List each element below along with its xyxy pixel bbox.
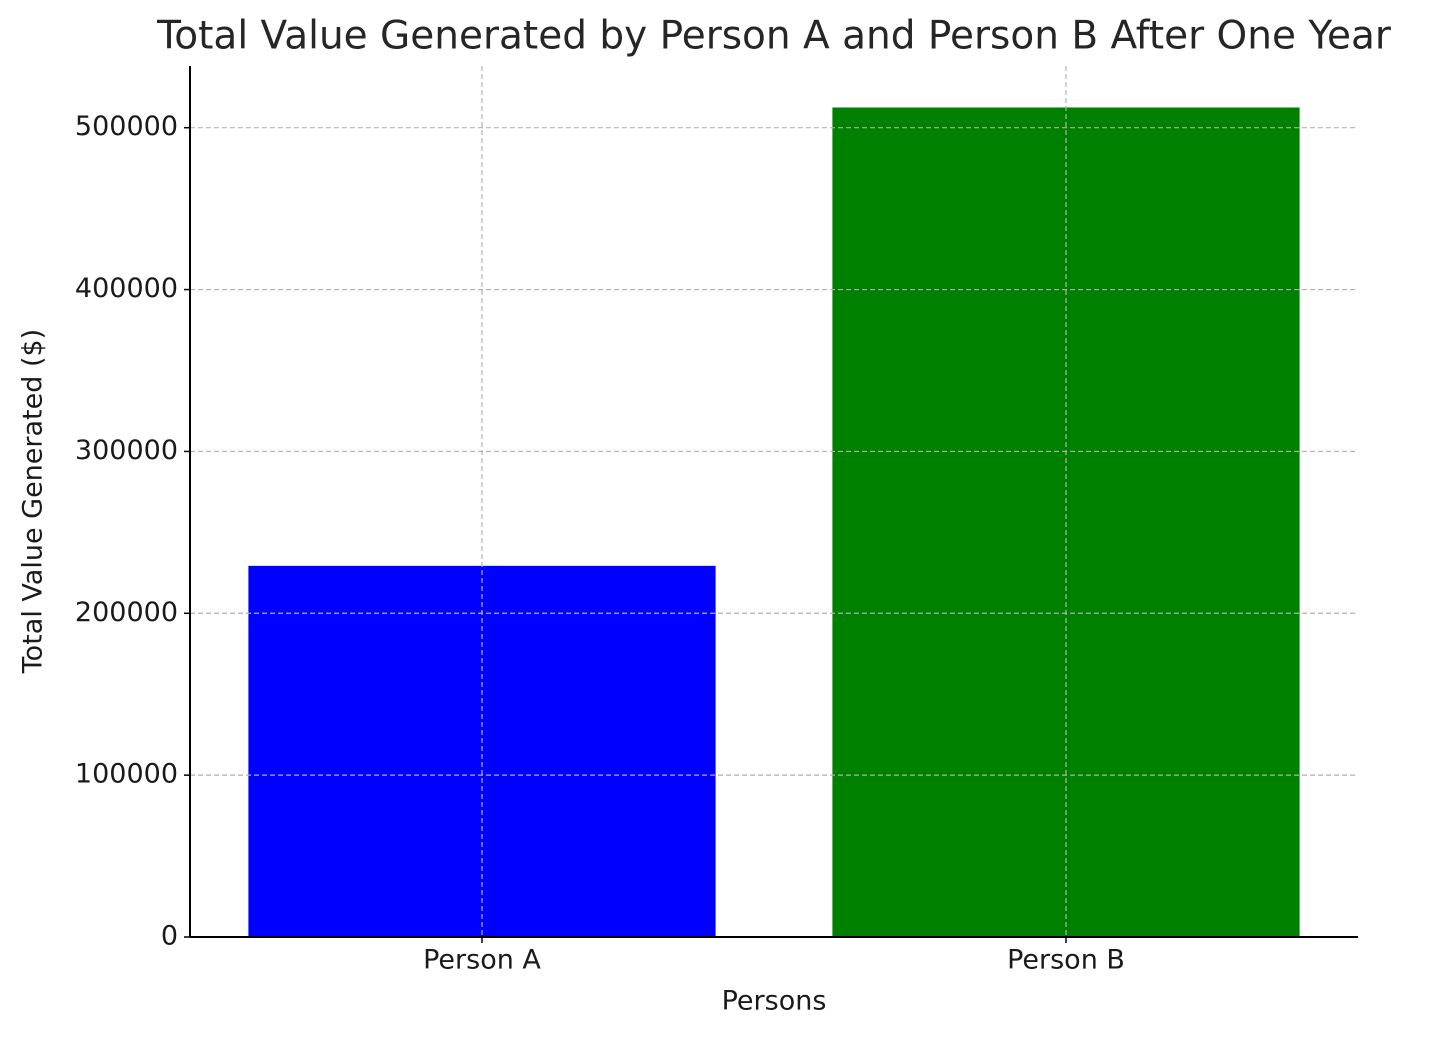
x-axis-label: Persons (722, 986, 827, 1017)
y-tick-label: 300000 (75, 435, 178, 466)
y-tick-label: 200000 (75, 597, 178, 628)
y-tick-label: 0 (161, 921, 178, 952)
x-tick-label: Person B (1007, 945, 1125, 976)
y-axis-label: Total Value Generated ($) (18, 329, 49, 674)
chart-title: Total Value Generated by Person A and Pe… (156, 14, 1392, 59)
y-tick-label: 500000 (75, 111, 178, 142)
y-tick-label: 100000 (75, 759, 178, 790)
y-tick-label: 400000 (75, 273, 178, 304)
x-tick-label: Person A (423, 945, 541, 976)
